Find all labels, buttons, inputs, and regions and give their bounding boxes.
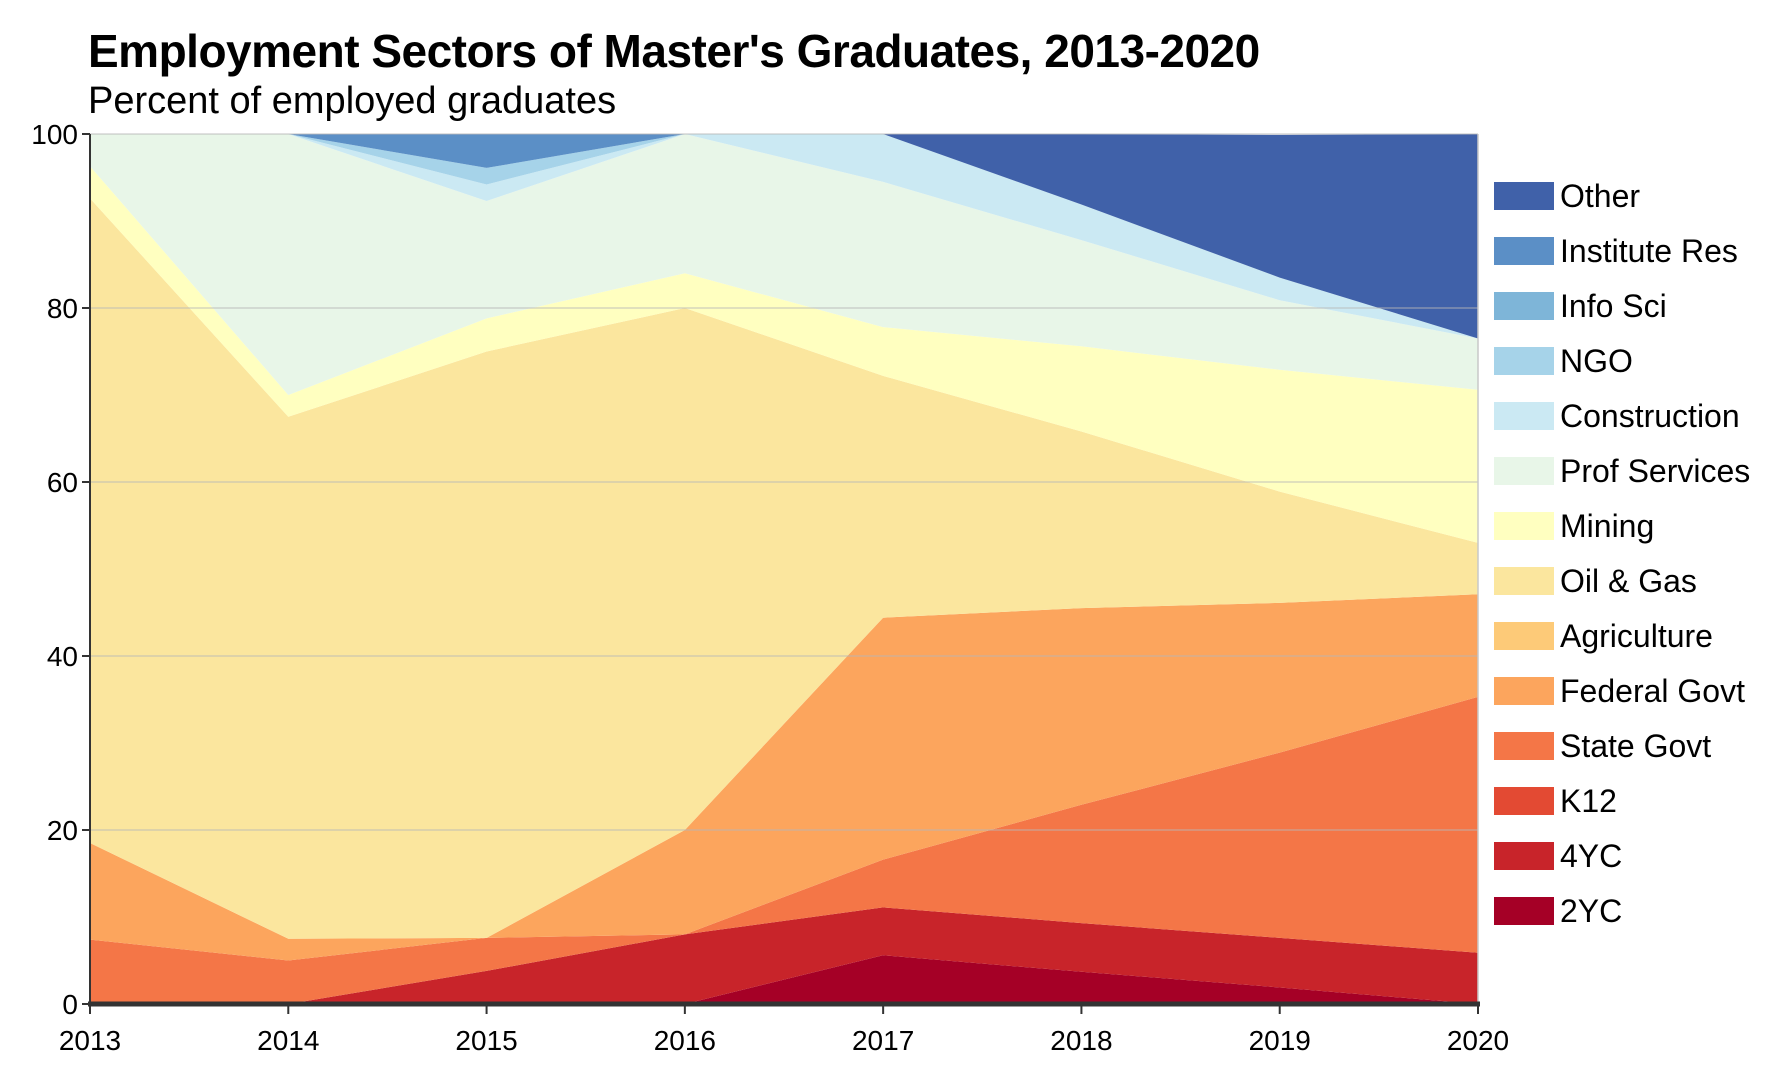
legend-item-other: Other — [1494, 178, 1640, 214]
legend-label-federal-govt: Federal Govt — [1560, 673, 1745, 709]
area-other — [90, 134, 1478, 339]
legend-swatch-info-sci — [1494, 292, 1554, 320]
legend-swatch-k12 — [1494, 787, 1554, 815]
legend-item-4yc: 4YC — [1494, 838, 1622, 874]
areas-layer — [90, 134, 1478, 1004]
legend-swatch-2yc — [1494, 897, 1554, 925]
legend-swatch-mining — [1494, 512, 1554, 540]
legend-swatch-federal-govt — [1494, 677, 1554, 705]
legend-label-prof-services: Prof Services — [1560, 453, 1750, 489]
legend-label-mining: Mining — [1560, 508, 1654, 544]
area-mining — [90, 166, 1478, 543]
legend-item-construction: Construction — [1494, 398, 1740, 434]
legend-item-federal-govt: Federal Govt — [1494, 673, 1745, 709]
y-tick-label-40: 40 — [47, 641, 78, 672]
legend-label-info-sci: Info Sci — [1560, 288, 1667, 324]
legend-swatch-state-govt — [1494, 732, 1554, 760]
legend-swatch-agriculture — [1494, 622, 1554, 650]
legend-label-state-govt: State Govt — [1560, 728, 1711, 764]
area-state-govt — [90, 696, 1478, 1004]
legend-swatch-other — [1494, 182, 1554, 210]
x-tick-label-2019: 2019 — [1249, 1025, 1311, 1056]
legend-label-4yc: 4YC — [1560, 838, 1622, 874]
x-tick-label-2017: 2017 — [852, 1025, 914, 1056]
area-2yc — [90, 955, 1478, 1004]
chart-title: Employment Sectors of Master's Graduates… — [88, 25, 1260, 77]
legend-item-oil-and-gas: Oil & Gas — [1494, 563, 1697, 599]
legend-swatch-construction — [1494, 402, 1554, 430]
x-tick-label-2016: 2016 — [654, 1025, 716, 1056]
legend-swatch-ngo — [1494, 347, 1554, 375]
legend-item-prof-services: Prof Services — [1494, 453, 1750, 489]
y-tick-label-100: 100 — [31, 119, 78, 150]
legend-label-construction: Construction — [1560, 398, 1740, 434]
legend-label-2yc: 2YC — [1560, 893, 1622, 929]
y-tick-label-20: 20 — [47, 815, 78, 846]
legend: Other Institute Res Info Sci NGO Constructio… — [1494, 178, 1750, 929]
area-4yc — [90, 907, 1478, 1004]
x-tick-label-2020: 2020 — [1447, 1025, 1509, 1056]
area-federal-govt — [90, 594, 1478, 961]
legend-item-institute-res: Institute Res — [1494, 233, 1738, 269]
x-tick-label-2014: 2014 — [257, 1025, 319, 1056]
legend-label-agriculture: Agriculture — [1560, 618, 1713, 654]
legend-item-agriculture: Agriculture — [1494, 618, 1713, 654]
area-prof-services — [90, 134, 1478, 395]
legend-swatch-institute-res — [1494, 237, 1554, 265]
grid-layer — [90, 133, 1478, 831]
legend-label-k12: K12 — [1560, 783, 1617, 819]
legend-swatch-prof-services — [1494, 457, 1554, 485]
axis-layer: 0 20 40 60 80 100 2013 2014 2015 2016 2017 2018 2019… — [31, 119, 1509, 1056]
y-tick-label-80: 80 — [47, 293, 78, 324]
legend-label-other: Other — [1560, 178, 1640, 214]
legend-swatch-4yc — [1494, 842, 1554, 870]
legend-item-k12: K12 — [1494, 783, 1617, 819]
area-oil-and-gas — [90, 198, 1478, 939]
legend-swatch-oil-and-gas — [1494, 567, 1554, 595]
legend-item-mining: Mining — [1494, 508, 1654, 544]
y-tick-label-60: 60 — [47, 467, 78, 498]
chart-subtitle: Percent of employed graduates — [88, 80, 617, 122]
legend-label-oil-and-gas: Oil & Gas — [1560, 563, 1697, 599]
x-tick-label-2018: 2018 — [1050, 1025, 1112, 1056]
legend-item-ngo: NGO — [1494, 343, 1633, 379]
legend-item-2yc: 2YC — [1494, 893, 1622, 929]
x-tick-label-2015: 2015 — [455, 1025, 517, 1056]
legend-item-info-sci: Info Sci — [1494, 288, 1667, 324]
legend-label-ngo: NGO — [1560, 343, 1633, 379]
legend-item-state-govt: State Govt — [1494, 728, 1711, 764]
legend-label-institute-res: Institute Res — [1560, 233, 1738, 269]
y-tick-label-0: 0 — [62, 989, 78, 1020]
x-tick-label-2013: 2013 — [59, 1025, 121, 1056]
